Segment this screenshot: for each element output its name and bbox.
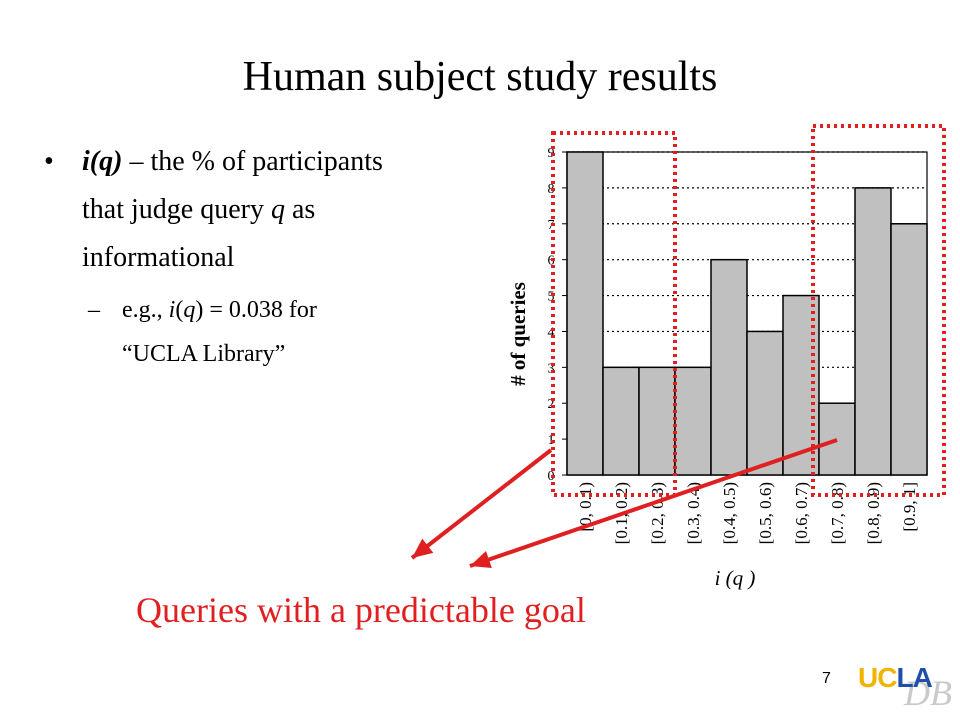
sub-bullet-text: i xyxy=(168,297,176,323)
bar xyxy=(674,366,712,476)
arrowhead-icon xyxy=(470,550,492,569)
sub-bullet-text: q xyxy=(183,297,196,323)
bullet-list: • i(q) – the % of participants that judg… xyxy=(40,138,510,376)
bullet-text: – the % of participants xyxy=(122,146,383,177)
arrowhead-icon xyxy=(412,538,434,558)
bullet-text: informational xyxy=(82,242,235,273)
highlight-box xyxy=(551,131,677,497)
bar xyxy=(710,258,748,476)
bar xyxy=(854,187,892,476)
y-tick-label: 3 xyxy=(548,361,555,376)
bullet-text: that judge query xyxy=(82,194,271,225)
x-tick-label: [0.6, 0.7) xyxy=(792,482,811,544)
bullet-text: as xyxy=(284,194,316,225)
bar xyxy=(602,366,640,476)
x-tick-label: [0.5, 0.6) xyxy=(756,482,775,544)
bullet-text: q xyxy=(270,194,285,225)
sub-bullet-text: “UCLA Library” xyxy=(122,341,286,367)
bullet-dot-icon: • xyxy=(44,146,54,177)
arrow-line xyxy=(469,438,838,568)
x-axis-label: i (q ) xyxy=(715,566,756,590)
bullet-item: • i(q) – the % of participants that judg… xyxy=(40,138,510,282)
y-axis-label: # of queries xyxy=(506,282,530,386)
caption-text: Queries with a predictable goal xyxy=(136,590,586,630)
sub-bullet-text: ( xyxy=(175,297,184,323)
bar xyxy=(818,402,856,476)
x-tick-label: [0.9, 1] xyxy=(900,482,919,532)
slide-title: Human subject study results xyxy=(242,54,718,100)
x-tick-label: [0.7, 0.8) xyxy=(828,482,847,544)
page-number: 7 xyxy=(822,670,831,687)
y-tick-label: 6 xyxy=(548,254,555,269)
bar xyxy=(638,366,676,476)
x-tick-label: [0.4, 0.5) xyxy=(720,482,739,544)
bar xyxy=(890,223,928,476)
bar xyxy=(566,151,604,476)
arrow-line xyxy=(410,448,553,560)
sub-bullet-text: e.g., xyxy=(122,297,169,323)
sub-bullet-item: – e.g., i(q) = 0.038 for “UCLA Library” xyxy=(40,288,510,376)
iq-term: i(q) xyxy=(82,146,123,177)
x-tick-label: [0.2, 0.3) xyxy=(648,482,667,544)
dash-icon: – xyxy=(88,297,100,323)
x-tick-label: [0.8, 0.9) xyxy=(864,482,883,544)
y-tick-label: 2 xyxy=(548,397,555,412)
logo-ucla-text: UCLA xyxy=(858,662,933,693)
bar xyxy=(746,330,784,476)
sub-bullet-text: ) = 0.038 for xyxy=(195,297,317,323)
highlight-box xyxy=(811,124,946,497)
logo-db-text: DB xyxy=(904,673,952,713)
x-tick-label: [0.3, 0.4) xyxy=(684,482,703,544)
ucla-db-logo: DB UCLA xyxy=(858,660,958,713)
y-tick-label: 5 xyxy=(548,290,555,305)
y-tick-label: 4 xyxy=(548,325,555,340)
